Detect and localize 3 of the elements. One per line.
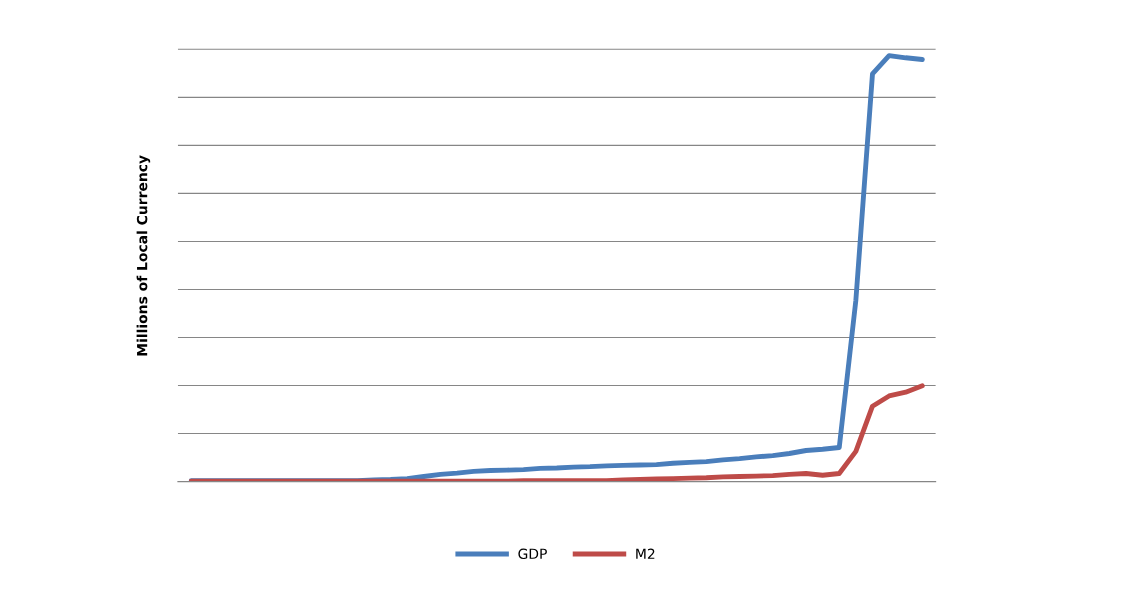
y-axis-title: Millions of Local Currency [136,155,151,356]
legend-label: M2 [636,548,655,559]
legend-label: GDP [518,548,547,560]
